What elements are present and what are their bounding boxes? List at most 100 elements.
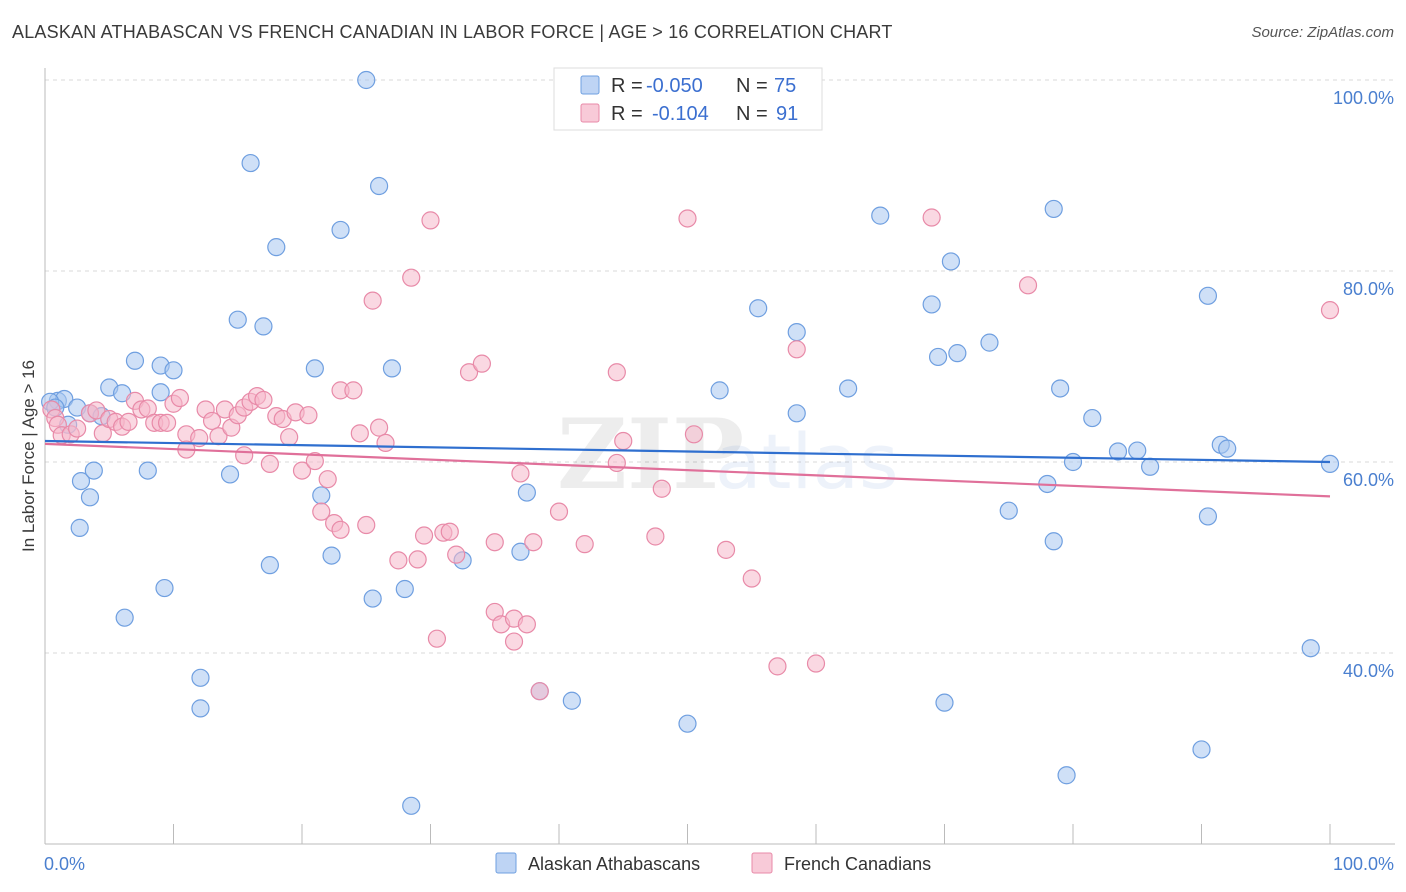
point-french-canadian	[472, 354, 491, 373]
legend-swatch-french	[580, 103, 600, 123]
x-tick-label-min: 0.0%	[44, 854, 85, 874]
point-french-canadian	[363, 291, 382, 310]
point-alaskan-athabascan	[787, 323, 806, 342]
point-french-canadian	[716, 540, 736, 559]
point-french-canadian	[370, 418, 389, 437]
point-french-canadian	[87, 401, 106, 420]
legend-r-label-0: R =	[611, 75, 643, 97]
point-alaskan-athabascan	[999, 501, 1018, 520]
point-french-canadian	[402, 268, 421, 287]
point-alaskan-athabascan	[220, 465, 240, 484]
trend-line-alaskan	[44, 439, 1331, 464]
point-alaskan-athabascan	[331, 220, 350, 240]
point-alaskan-athabascan	[1051, 379, 1070, 398]
point-french-canadian	[389, 551, 408, 570]
point-alaskan-athabascan	[787, 404, 806, 423]
point-french-canadian	[511, 464, 530, 483]
point-french-canadian	[1018, 276, 1038, 295]
point-alaskan-athabascan	[402, 796, 421, 815]
point-alaskan-athabascan	[1128, 441, 1147, 460]
legend-r-value-1: -0.104	[652, 103, 709, 125]
point-french-canadian	[305, 451, 324, 471]
point-alaskan-athabascan	[191, 668, 210, 687]
legend-n-label-0: N =	[736, 75, 768, 97]
point-alaskan-athabascan	[395, 579, 414, 599]
point-alaskan-athabascan	[305, 359, 324, 378]
legend-n-value-1: 91	[776, 103, 798, 125]
point-french-canadian	[357, 515, 376, 535]
point-alaskan-athabascan	[151, 383, 170, 402]
bottom-legend-label-alaskan: Alaskan Athabascans	[528, 854, 700, 874]
point-french-canadian	[376, 433, 395, 452]
point-alaskan-athabascan	[928, 347, 948, 367]
point-french-canadian	[427, 629, 447, 648]
point-french-canadian	[504, 632, 524, 651]
point-alaskan-athabascan	[749, 299, 768, 318]
point-alaskan-athabascan	[948, 344, 967, 363]
watermark-atlas: atlas	[715, 417, 899, 506]
watermark-zip: ZIP	[557, 398, 744, 511]
tick-labels: 100.0% 80.0% 60.0% 40.0% 0.0% 100.0%	[44, 88, 1394, 874]
point-french-canadian	[68, 419, 87, 438]
point-french-canadian	[646, 527, 665, 546]
point-alaskan-athabascan	[941, 252, 961, 271]
point-alaskan-athabascan	[980, 333, 999, 352]
bottom-legend-swatch-alaskan	[495, 852, 517, 874]
watermark: ZIP atlas	[557, 398, 899, 511]
point-french-canadian	[421, 211, 440, 230]
point-alaskan-athabascan	[1320, 454, 1340, 474]
point-alaskan-athabascan	[1198, 286, 1218, 305]
point-alaskan-athabascan	[678, 714, 697, 733]
legend-r-label-1: R =	[611, 103, 643, 125]
point-french-canadian	[414, 526, 434, 545]
point-french-canadian	[922, 208, 941, 227]
point-alaskan-athabascan	[1198, 507, 1218, 526]
point-french-canadian	[292, 461, 312, 480]
trend-line-french	[44, 442, 1331, 498]
point-alaskan-athabascan	[322, 546, 341, 565]
point-french-canadian	[787, 340, 806, 359]
point-alaskan-athabascan	[562, 691, 581, 710]
point-alaskan-athabascan	[191, 699, 210, 718]
bottom-legend-swatch-french	[751, 852, 773, 874]
point-french-canadian	[652, 479, 671, 498]
point-french-canadian	[517, 615, 536, 634]
point-alaskan-athabascan	[710, 381, 729, 400]
point-alaskan-athabascan	[1044, 199, 1063, 219]
point-french-canadian	[768, 657, 787, 676]
chart-title: ALASKAN ATHABASCAN VS FRENCH CANADIAN IN…	[12, 22, 893, 42]
point-french-canadian	[440, 522, 459, 541]
point-french-canadian	[607, 363, 626, 382]
y-tick-label: 80.0%	[1343, 279, 1394, 299]
point-french-canadian	[312, 502, 331, 521]
point-alaskan-athabascan	[1044, 532, 1063, 551]
point-alaskan-athabascan	[254, 317, 273, 336]
point-french-canadian	[344, 381, 363, 400]
point-french-canadian	[549, 502, 569, 521]
point-alaskan-athabascan	[228, 310, 247, 329]
point-alaskan-athabascan	[125, 351, 145, 370]
point-french-canadian	[280, 428, 299, 447]
point-alaskan-athabascan	[363, 589, 382, 608]
point-french-canadian	[447, 545, 466, 564]
point-french-canadian	[260, 454, 279, 474]
point-alaskan-athabascan	[1063, 452, 1083, 472]
point-alaskan-athabascan	[1057, 766, 1076, 785]
point-alaskan-athabascan	[1218, 439, 1237, 458]
bottom-legend-label-french: French Canadians	[784, 854, 931, 874]
point-alaskan-athabascan	[155, 578, 174, 598]
x-tick-label-max: 100.0%	[1333, 854, 1394, 874]
point-alaskan-athabascan	[164, 361, 183, 380]
point-alaskan-athabascan	[1083, 408, 1102, 428]
point-french-canadian	[524, 533, 543, 552]
y-tick-label: 100.0%	[1333, 88, 1394, 108]
point-alaskan-athabascan	[241, 153, 260, 173]
legend-r-value-0: -0.050	[646, 75, 703, 97]
point-alaskan-athabascan	[1140, 457, 1160, 476]
point-alaskan-athabascan	[312, 486, 331, 505]
point-alaskan-athabascan	[267, 238, 286, 257]
y-tick-label: 60.0%	[1343, 470, 1394, 490]
point-alaskan-athabascan	[871, 206, 890, 225]
top-legend: R = -0.050 N = 75 R = -0.104 N = 91	[553, 67, 823, 131]
